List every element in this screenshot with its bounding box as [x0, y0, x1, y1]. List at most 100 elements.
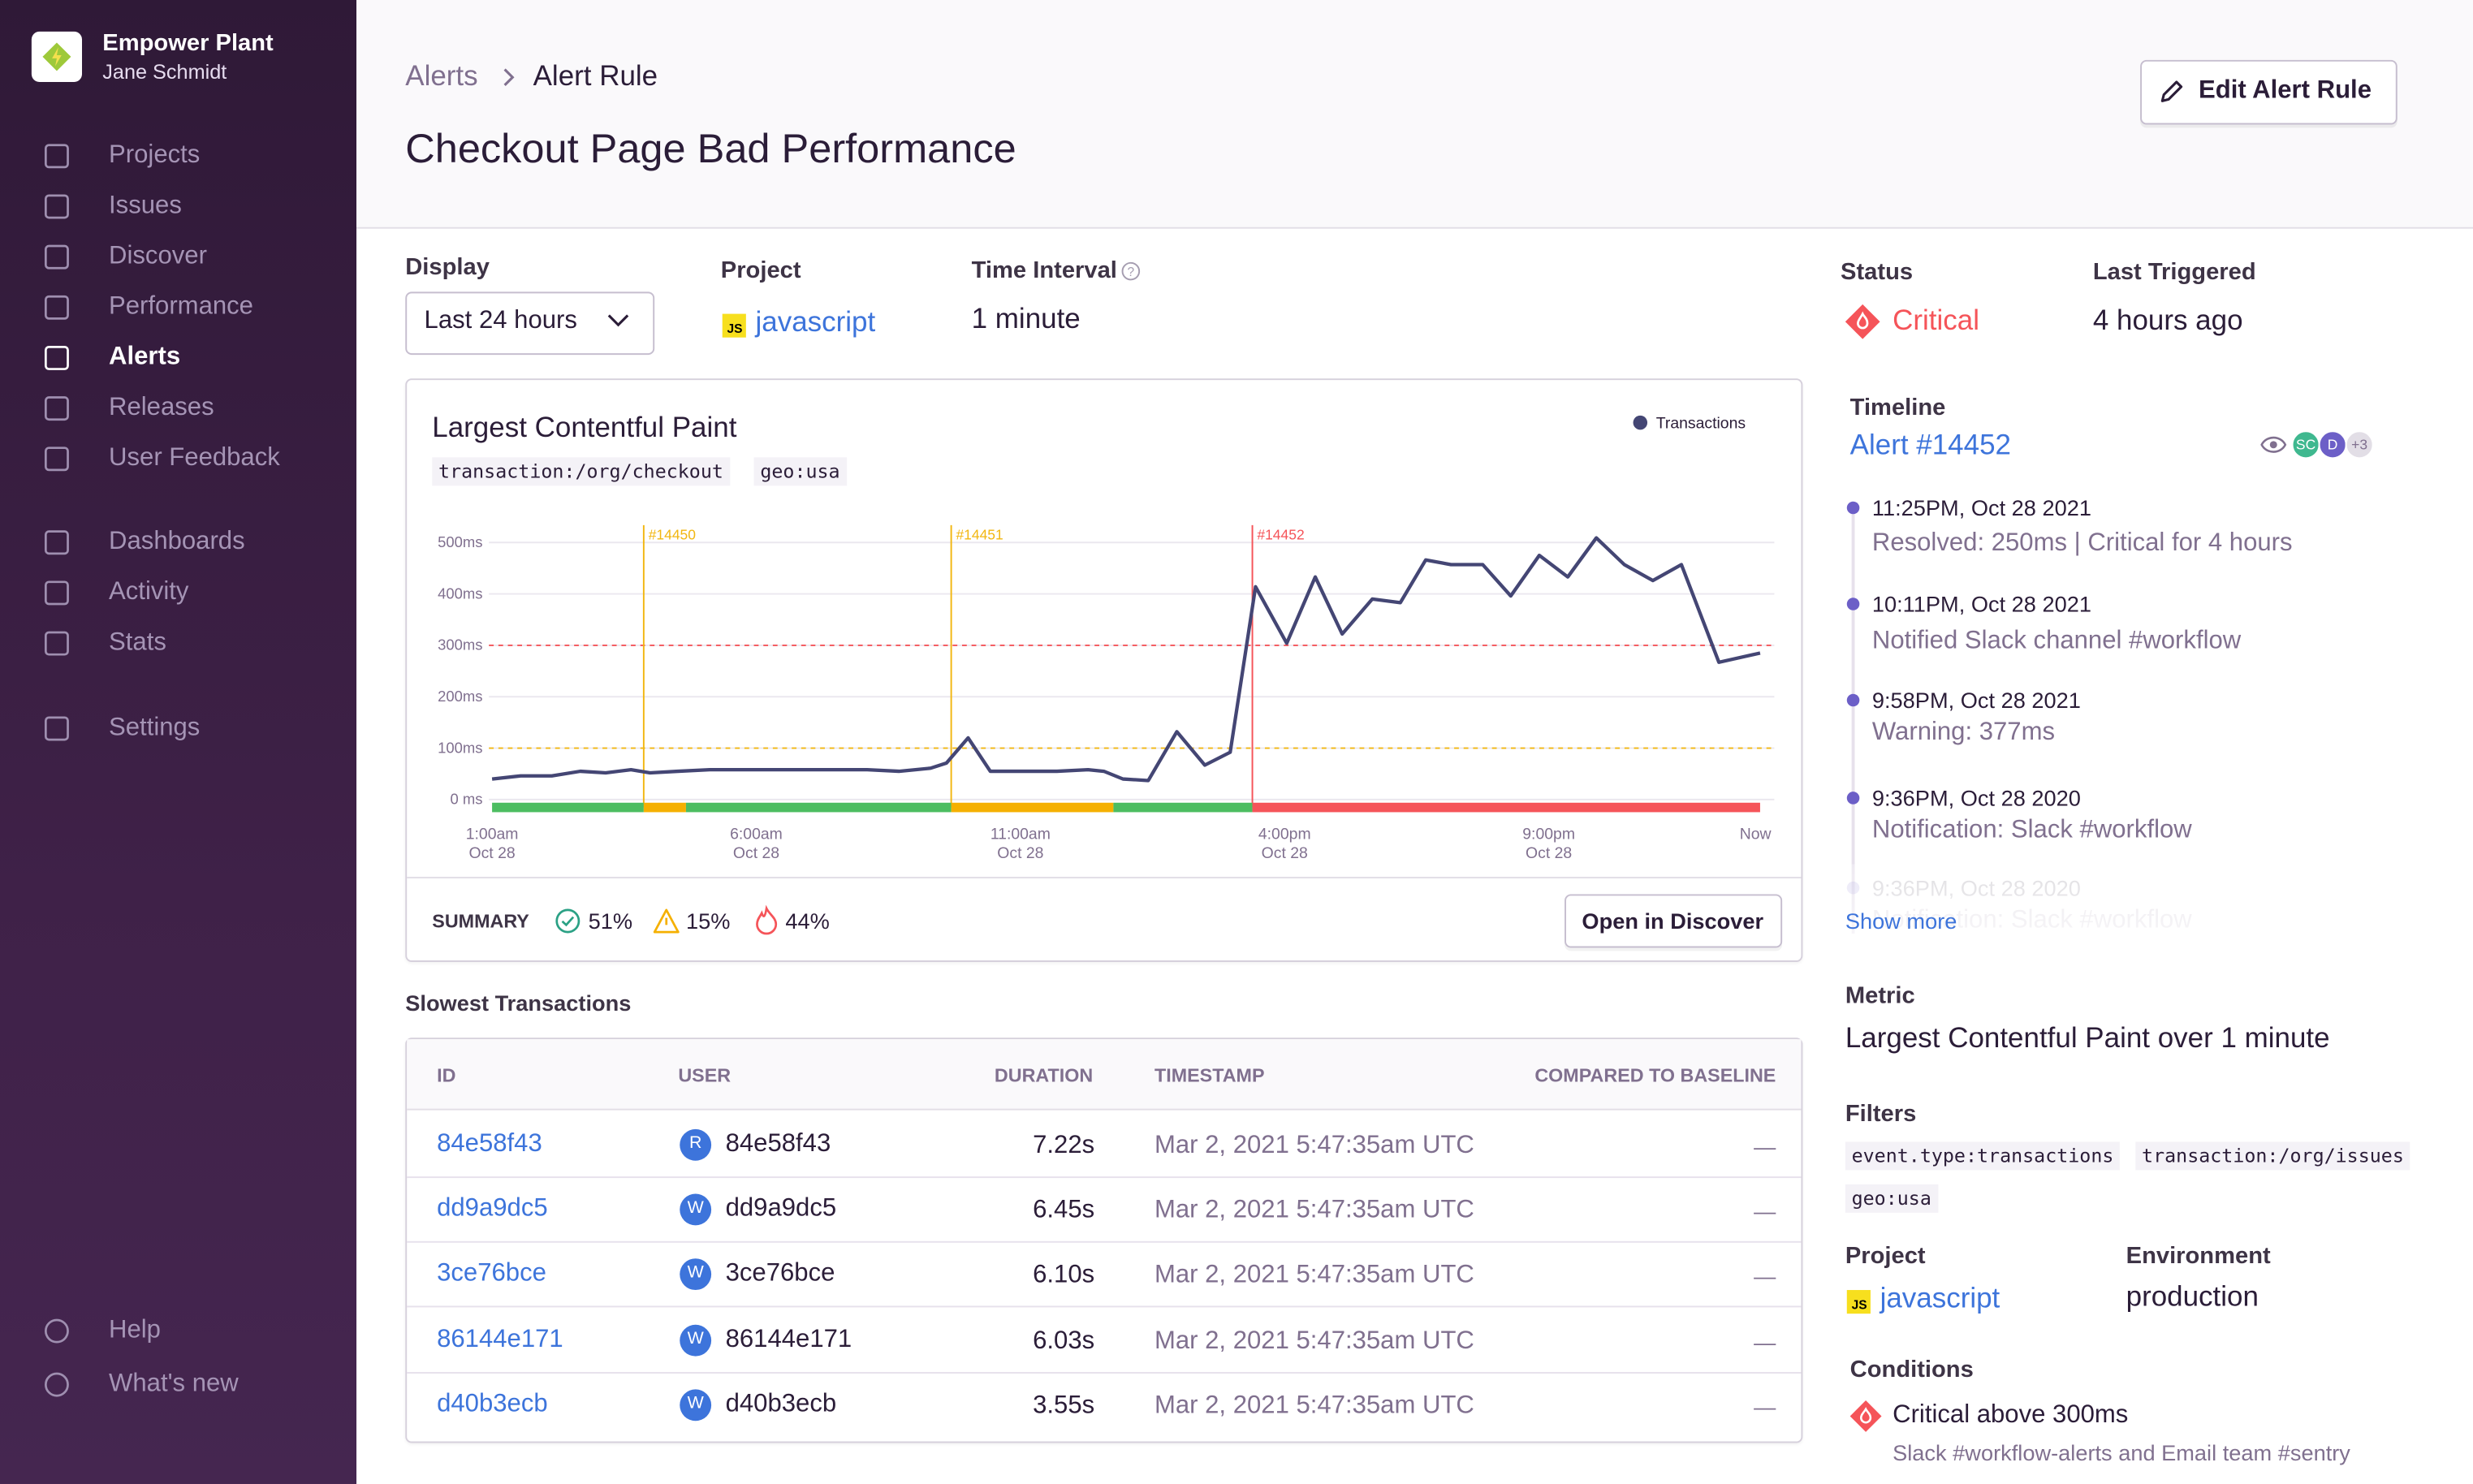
nav-item[interactable]: Performance — [109, 294, 253, 321]
transaction-id[interactable]: dd9a9dc5 — [437, 1196, 548, 1223]
timeline-dot — [1846, 693, 1860, 707]
display-dropdown[interactable] — [405, 291, 655, 356]
open-discover-label[interactable]: Open in Discover — [1582, 908, 1764, 934]
display-value[interactable]: Last 24 hours — [424, 308, 577, 335]
icon-part — [1849, 1400, 1882, 1432]
user-avatar — [680, 1389, 712, 1421]
warning-icon — [653, 908, 680, 934]
icon-part — [44, 295, 69, 320]
open-discover-button[interactable] — [1565, 894, 1783, 948]
x-tick-label: 11:00am — [990, 825, 1051, 843]
user-name: d40b3ecb — [725, 1391, 837, 1419]
status-segment — [643, 802, 686, 813]
edit-button-label[interactable]: Edit Alert Rule — [2198, 77, 2372, 105]
nav-item[interactable]: Releases — [109, 395, 214, 422]
nav-item[interactable]: Alerts — [109, 344, 181, 372]
js-badge-text: JS — [727, 321, 743, 337]
user-name: 84e58f43 — [725, 1131, 831, 1158]
js-badge — [1846, 1290, 1871, 1314]
icon-part — [503, 68, 515, 86]
triggered-value: 4 hours ago — [2092, 304, 2243, 337]
icon-part — [555, 908, 580, 934]
user-name: 86144e171 — [725, 1327, 852, 1354]
filter-tag: transaction:/org/issues — [2135, 1141, 2410, 1171]
transaction-id[interactable]: 86144e171 — [437, 1327, 563, 1354]
project-label: Project — [720, 257, 801, 284]
status-value: Critical — [1893, 304, 1979, 337]
icon-part — [607, 314, 629, 327]
page-title: Checkout Page Bad Performance — [405, 125, 1016, 173]
user-name: dd9a9dc5 — [725, 1196, 837, 1223]
transaction-id[interactable]: 84e58f43 — [437, 1131, 542, 1158]
footer-item[interactable]: Help — [109, 1317, 161, 1344]
watcher-avatar-text: SC — [2295, 436, 2316, 452]
icon-part — [44, 446, 69, 472]
baseline: — — [1754, 1132, 1776, 1159]
timestamp: Mar 2, 2021 5:47:35am UTC — [1154, 1262, 1474, 1289]
icon-part — [44, 580, 69, 606]
breadcrumb-link[interactable]: Alerts — [405, 60, 478, 93]
timestamp: Mar 2, 2021 5:47:35am UTC — [1154, 1197, 1474, 1225]
chart-tag: geo:usa — [753, 456, 847, 486]
show-more-link[interactable]: Show more — [1845, 908, 1957, 934]
legend-marker — [1633, 415, 1648, 430]
project-link[interactable]: javascript — [755, 306, 876, 339]
condition-text: Critical above 300ms — [1893, 1402, 2129, 1430]
x-tick-date: Oct 28 — [997, 844, 1043, 862]
environment-value: production — [2126, 1280, 2259, 1313]
pencil-icon — [2160, 80, 2183, 102]
timeline-dot — [1846, 501, 1860, 515]
timestamp: Mar 2, 2021 5:47:35am UTC — [1154, 1393, 1474, 1421]
nav-item[interactable]: Projects — [109, 142, 201, 170]
baseline: — — [1754, 1197, 1776, 1223]
nav-icon — [44, 716, 69, 741]
icon-part — [653, 908, 680, 934]
table-card — [405, 1038, 1803, 1443]
footer-item[interactable]: What's new — [109, 1370, 239, 1398]
timeline-dot — [1846, 792, 1860, 805]
filters-label: Filters — [1845, 1100, 1917, 1128]
event-text: Resolved: 250ms | Critical for 4 hours — [1871, 530, 2293, 558]
project-label: Project — [1845, 1242, 1926, 1270]
interval-value: 1 minute — [971, 303, 1081, 335]
x-tick-label: 9:00pm — [1522, 825, 1575, 843]
nav-item[interactable]: Discover — [109, 243, 207, 270]
x-tick-label: 1:00am — [466, 825, 519, 843]
interval-label: Time Interval — [971, 257, 1117, 284]
nav-icon — [44, 144, 69, 169]
header — [356, 0, 2473, 229]
icon-part — [44, 144, 69, 169]
transaction-id[interactable]: d40b3ecb — [437, 1391, 548, 1419]
transaction-id[interactable]: 3ce76bce — [437, 1260, 546, 1288]
nav-item[interactable]: Activity — [109, 579, 189, 606]
user-name: Jane Schmidt — [102, 60, 227, 84]
nav-item[interactable]: Stats — [109, 629, 166, 657]
x-tick-date: Oct 28 — [1526, 844, 1572, 862]
nav-item[interactable]: Settings — [109, 714, 201, 742]
nav-icon — [44, 346, 69, 370]
watcher-avatar — [2345, 430, 2374, 459]
icon-part — [44, 396, 69, 421]
y-tick-label: 200ms — [438, 688, 482, 705]
event-text: Warning: 377ms — [1871, 719, 2056, 747]
nav-icon — [44, 396, 69, 421]
user-avatar — [680, 1324, 712, 1357]
icon-part — [44, 346, 69, 370]
js-badge-text: JS — [1851, 1298, 1867, 1313]
nav-item[interactable]: Dashboards — [109, 528, 245, 556]
icon-part — [52, 47, 62, 67]
x-tick-label: Now — [1740, 825, 1772, 843]
metric-value: Largest Contentful Paint over 1 minute — [1845, 1022, 2330, 1055]
icon-part — [2269, 441, 2277, 449]
column-header: ID — [437, 1063, 456, 1087]
edit-button[interactable] — [2140, 59, 2397, 125]
icon-part — [1845, 304, 1880, 339]
user-name: 3ce76bce — [725, 1260, 835, 1288]
baseline: — — [1754, 1328, 1776, 1354]
nav-item[interactable]: User Feedback — [109, 445, 280, 472]
status-segment — [492, 802, 644, 813]
status-label: Status — [1841, 258, 1914, 286]
alert-link[interactable]: Alert #14452 — [1849, 429, 2011, 461]
project-link[interactable]: javascript — [1880, 1282, 2000, 1314]
nav-item[interactable]: Issues — [109, 192, 182, 220]
